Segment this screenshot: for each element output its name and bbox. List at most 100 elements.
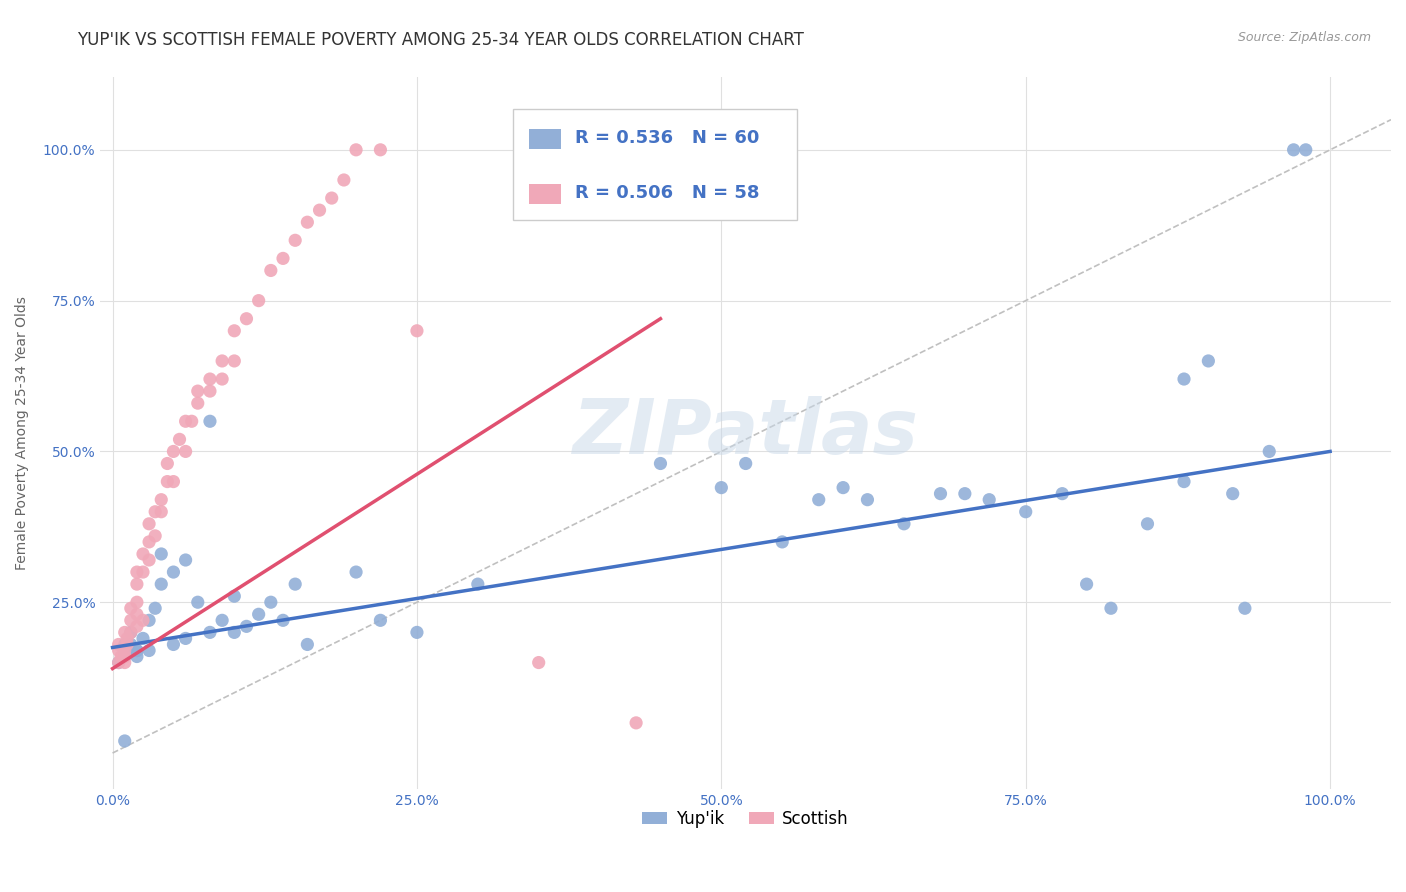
Point (1295, 143, 1317, 157)
Point (174, 553, 197, 567)
Point (187, 396, 209, 410)
Point (308, 203, 330, 218)
Point (169, 433, 191, 447)
Point (162, 637, 184, 651)
Point (344, 565, 367, 579)
Point (1197, 354, 1219, 368)
Point (114, 643, 136, 657)
Point (174, 444, 197, 458)
Point (150, 505, 173, 519)
Point (143, 505, 166, 519)
Point (527, 656, 550, 670)
Point (107, 637, 129, 651)
Point (297, 637, 319, 651)
Point (770, 535, 793, 549)
Point (120, 613, 142, 627)
Point (107, 656, 129, 670)
Point (132, 613, 155, 627)
Point (247, 607, 270, 622)
Point (107, 643, 129, 657)
Point (211, 372, 233, 386)
Point (120, 625, 142, 640)
Point (260, 595, 283, 609)
Point (1173, 475, 1195, 489)
Point (370, 143, 392, 157)
Point (297, 215, 319, 229)
Point (370, 613, 392, 627)
Point (138, 553, 160, 567)
FancyBboxPatch shape (513, 110, 797, 219)
Point (650, 457, 672, 471)
Point (125, 643, 148, 657)
Point (247, 293, 270, 308)
Point (1015, 505, 1038, 519)
Point (211, 613, 233, 627)
Point (114, 734, 136, 748)
Point (115, 637, 138, 651)
Point (132, 565, 155, 579)
Point (333, 173, 356, 187)
Point (138, 535, 160, 549)
Point (284, 577, 307, 591)
Point (125, 577, 148, 591)
Point (224, 625, 246, 640)
Point (224, 354, 246, 368)
Point (198, 625, 221, 640)
Text: R = 0.536   N = 60: R = 0.536 N = 60 (575, 129, 759, 147)
Text: ZIPatlas: ZIPatlas (572, 396, 918, 470)
Legend: Yup'ik, Scottish: Yup'ik, Scottish (636, 803, 856, 834)
Point (1136, 516, 1159, 531)
Point (406, 324, 429, 338)
FancyBboxPatch shape (529, 185, 561, 204)
Point (115, 632, 138, 646)
Point (174, 632, 197, 646)
Point (271, 252, 294, 266)
Point (198, 414, 221, 428)
Point (162, 475, 184, 489)
Point (198, 372, 221, 386)
Point (125, 595, 148, 609)
Text: Source: ZipAtlas.com: Source: ZipAtlas.com (1237, 31, 1371, 45)
Point (187, 384, 209, 398)
Point (1099, 601, 1122, 615)
Point (125, 643, 148, 657)
Point (143, 601, 166, 615)
Point (734, 457, 756, 471)
Point (807, 492, 830, 507)
Text: YUP'IK VS SCOTTISH FEMALE POVERTY AMONG 25-34 YEAR OLDS CORRELATION CHART: YUP'IK VS SCOTTISH FEMALE POVERTY AMONG … (77, 31, 804, 49)
Point (260, 263, 283, 277)
Point (150, 577, 173, 591)
Point (929, 486, 952, 500)
Point (198, 384, 221, 398)
Point (710, 481, 733, 495)
Point (211, 354, 233, 368)
Point (125, 565, 148, 579)
Point (150, 492, 173, 507)
Point (344, 143, 367, 157)
Point (893, 516, 915, 531)
Point (125, 649, 148, 664)
Point (125, 607, 148, 622)
Point (467, 577, 489, 591)
Point (235, 619, 257, 633)
Point (120, 625, 142, 640)
Point (125, 619, 148, 633)
Point (138, 643, 160, 657)
Point (979, 492, 1001, 507)
Point (114, 637, 136, 651)
Point (284, 233, 307, 247)
Point (1222, 486, 1244, 500)
Point (624, 715, 647, 730)
FancyBboxPatch shape (529, 129, 561, 149)
Point (1173, 372, 1195, 386)
Point (224, 589, 246, 603)
Point (132, 547, 155, 561)
Point (321, 191, 343, 205)
Point (120, 637, 142, 651)
Point (156, 475, 179, 489)
Point (224, 324, 246, 338)
Point (162, 565, 184, 579)
Y-axis label: Female Poverty Among 25-34 Year Olds: Female Poverty Among 25-34 Year Olds (15, 296, 30, 570)
Point (162, 444, 184, 458)
Point (120, 601, 142, 615)
